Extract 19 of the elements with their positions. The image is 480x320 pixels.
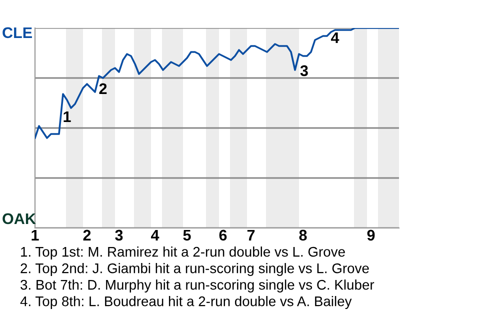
text: 4. Top 8th: L. Boudreau hit a 2-run double vs A. Bailey [20, 296, 352, 309]
text: 3. Bot 7th: D. Murphy hit a run-scoring single vs C. Kluber [20, 280, 374, 292]
x-tick-label: 2 [83, 230, 91, 240]
text: CLE [2, 27, 32, 38]
x-tick-label: 1 [32, 230, 39, 240]
x-tick-label: 3 [115, 230, 123, 241]
annotation: 2 [99, 83, 107, 94]
text: 2. Top 2nd: J. Giambi hit a run-scoring single vs L. Grove [20, 263, 369, 276]
x-tick-label: 7 [247, 230, 255, 240]
annotation: OAK [2, 213, 36, 224]
text: 1. Top 1st: M. Ramirez hit a 2-run double vs L. Grove [21, 246, 345, 260]
annotation: 3 [300, 65, 308, 76]
x-tick-label: 6 [219, 230, 227, 241]
x-tick-label: 8 [299, 230, 307, 241]
x-tick-label: 4 [150, 230, 160, 240]
x-tick-label: 5 [183, 230, 191, 241]
x-tick-label: 9 [367, 230, 375, 241]
annotation: 4 [330, 32, 340, 43]
annotation: 1 [64, 111, 71, 122]
